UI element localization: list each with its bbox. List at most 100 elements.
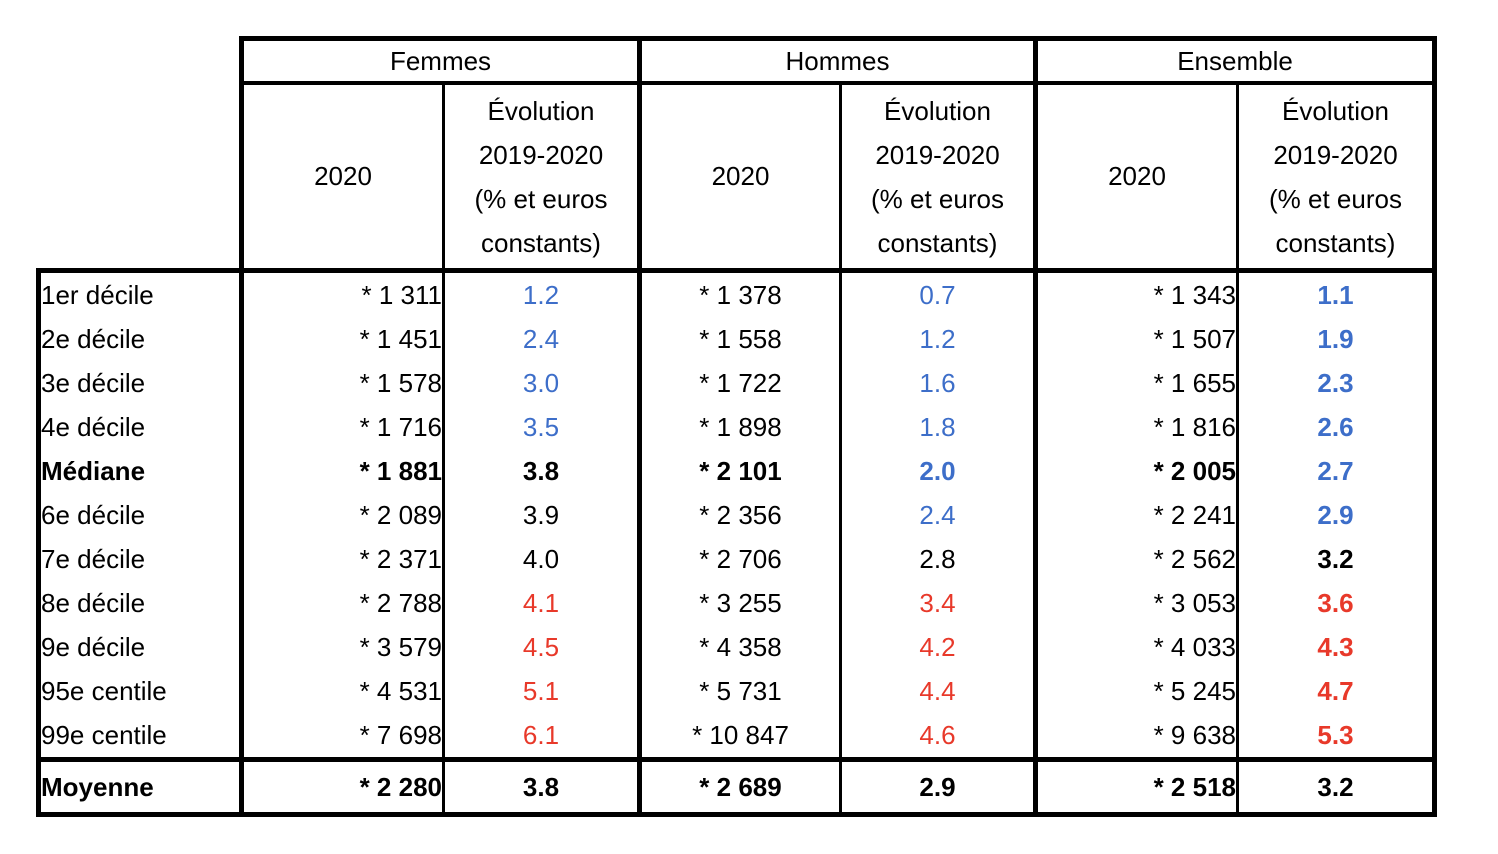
ensemble-2020-value: * 4 033 [1035, 625, 1239, 669]
page: Femmes Hommes Ensemble 2020 Évolution 20… [36, 36, 1437, 817]
ensemble-evolution-value: 4.7 [1237, 669, 1437, 713]
hommes-evolution-value: 1.8 [840, 405, 1038, 449]
femmes-2020-value: * 2 371 [241, 537, 445, 581]
row-label: 7e décile [36, 537, 244, 581]
row-label: 8e décile [36, 581, 244, 625]
ensemble-2020-value: * 2 562 [1035, 537, 1239, 581]
ensemble-2020-header: 2020 [1035, 83, 1239, 273]
femmes-2020-value: * 4 531 [241, 669, 445, 713]
hommes-2020-header: 2020 [639, 83, 842, 273]
group-header-hommes: Hommes [639, 36, 1038, 85]
hommes-2020-value: * 2 689 [639, 757, 842, 817]
table-row-8e-decile: 8e décile * 2 788 4.1 * 3 255 3.4 * 3 05… [36, 581, 1437, 625]
femmes-2020-value: * 1 311 [241, 270, 445, 317]
hommes-2020-value: * 5 731 [639, 669, 842, 713]
table-row-1er-decile: 1er décile * 1 311 1.2 * 1 378 0.7 * 1 3… [36, 268, 1437, 317]
ensemble-2020-value: * 2 518 [1035, 757, 1239, 817]
hommes-evolution-value: 2.8 [840, 537, 1038, 581]
hommes-2020-value: * 1 898 [639, 405, 842, 449]
ensemble-2020-value: * 1 816 [1035, 405, 1239, 449]
ensemble-evolution-value: 1.9 [1237, 317, 1437, 361]
ensemble-2020-value: * 3 053 [1035, 581, 1239, 625]
hommes-evolution-value: 2.0 [840, 449, 1038, 493]
table-row-95e-centile: 95e centile * 4 531 5.1 * 5 731 4.4 * 5 … [36, 669, 1437, 713]
row-label: 95e centile [36, 669, 244, 713]
ensemble-2020-value: * 1 655 [1035, 361, 1239, 405]
femmes-evolution-value: 3.8 [443, 757, 642, 817]
ensemble-2020-value: * 2 241 [1035, 493, 1239, 537]
femmes-2020-value: * 1 578 [241, 361, 445, 405]
table-row-99e-centile: 99e centile * 7 698 6.1 * 10 847 4.6 * 9… [36, 713, 1437, 760]
hommes-2020-value: * 4 358 [639, 625, 842, 669]
hommes-2020-value: * 2 101 [639, 449, 842, 493]
row-label: 2e décile [36, 317, 244, 361]
femmes-2020-value: * 1 881 [241, 449, 445, 493]
femmes-2020-value: * 2 089 [241, 493, 445, 537]
ensemble-2020-value: * 9 638 [1035, 713, 1239, 760]
column-header-row: 2020 Évolution 2019-2020 (% et euros con… [39, 83, 1437, 273]
femmes-evolution-value: 3.0 [443, 361, 642, 405]
femmes-evolution-value: 3.9 [443, 493, 642, 537]
hommes-evolution-value: 2.4 [840, 493, 1038, 537]
hommes-evolution-value: 3.4 [840, 581, 1038, 625]
femmes-2020-header: 2020 [239, 83, 445, 273]
ensemble-2020-value: * 1 343 [1035, 270, 1239, 317]
femmes-2020-value: * 2 280 [241, 757, 445, 817]
table-row-4e-decile: 4e décile * 1 716 3.5 * 1 898 1.8 * 1 81… [36, 405, 1437, 449]
row-label: Moyenne [36, 757, 244, 817]
corner-blank-cell [38, 38, 242, 271]
femmes-2020-value: * 2 788 [241, 581, 445, 625]
hommes-evolution-value: 1.6 [840, 361, 1038, 405]
table-row-9e-decile: 9e décile * 3 579 4.5 * 4 358 4.2 * 4 03… [36, 625, 1437, 669]
ensemble-2020-value: * 5 245 [1035, 669, 1239, 713]
row-label: 3e décile [36, 361, 244, 405]
hommes-2020-value: * 1 378 [639, 270, 842, 317]
hommes-evolution-value: 4.2 [840, 625, 1038, 669]
femmes-evolution-value: 3.8 [443, 449, 642, 493]
hommes-evolution-header: Évolution 2019-2020 (% et euros constant… [840, 83, 1038, 273]
table-row-3e-decile: 3e décile * 1 578 3.0 * 1 722 1.6 * 1 65… [36, 361, 1437, 405]
ensemble-evolution-value: 1.1 [1237, 270, 1437, 317]
row-label: 1er décile [36, 268, 244, 317]
ensemble-evolution-value: 3.2 [1237, 537, 1437, 581]
hommes-2020-value: * 1 558 [639, 317, 842, 361]
hommes-2020-value: * 10 847 [639, 713, 842, 760]
femmes-evolution-value: 3.5 [443, 405, 642, 449]
table-row-mediane: Médiane * 1 881 3.8 * 2 101 2.0 * 2 005 … [36, 449, 1437, 493]
table-row-6e-decile: 6e décile * 2 089 3.9 * 2 356 2.4 * 2 24… [36, 493, 1437, 537]
hommes-evolution-value: 2.9 [840, 757, 1038, 817]
group-header-ensemble: Ensemble [1035, 36, 1437, 85]
femmes-evolution-value: 4.5 [443, 625, 642, 669]
hommes-2020-value: * 2 706 [639, 537, 842, 581]
ensemble-2020-value: * 2 005 [1035, 449, 1239, 493]
table-row-moyenne: Moyenne * 2 280 3.8 * 2 689 2.9 * 2 518 … [36, 757, 1437, 817]
hommes-2020-value: * 1 722 [639, 361, 842, 405]
femmes-evolution-value: 6.1 [443, 713, 642, 760]
ensemble-evolution-value: 5.3 [1237, 713, 1437, 760]
femmes-2020-value: * 1 716 [241, 405, 445, 449]
ensemble-evolution-header: Évolution 2019-2020 (% et euros constant… [1237, 83, 1437, 273]
ensemble-evolution-value: 4.3 [1237, 625, 1437, 669]
femmes-evolution-value: 1.2 [443, 270, 642, 317]
hommes-evolution-value: 4.4 [840, 669, 1038, 713]
ensemble-evolution-value: 2.6 [1237, 405, 1437, 449]
row-label: Médiane [36, 449, 244, 493]
ensemble-2020-value: * 1 507 [1035, 317, 1239, 361]
femmes-2020-value: * 7 698 [241, 713, 445, 760]
table-row-2e-decile: 2e décile * 1 451 2.4 * 1 558 1.2 * 1 50… [36, 317, 1437, 361]
ensemble-evolution-value: 3.6 [1237, 581, 1437, 625]
group-header-femmes: Femmes [239, 36, 642, 85]
femmes-evolution-value: 4.1 [443, 581, 642, 625]
row-label: 4e décile [36, 405, 244, 449]
hommes-evolution-value: 1.2 [840, 317, 1038, 361]
row-label: 6e décile [36, 493, 244, 537]
row-label: 99e centile [36, 713, 244, 760]
table-row-7e-decile: 7e décile * 2 371 4.0 * 2 706 2.8 * 2 56… [36, 537, 1437, 581]
ensemble-evolution-value: 2.3 [1237, 361, 1437, 405]
salary-deciles-table: Femmes Hommes Ensemble 2020 Évolution 20… [36, 36, 1437, 817]
group-header-row: Femmes Hommes Ensemble [38, 36, 1437, 271]
femmes-2020-value: * 1 451 [241, 317, 445, 361]
ensemble-evolution-value: 3.2 [1237, 757, 1437, 817]
femmes-evolution-header: Évolution 2019-2020 (% et euros constant… [443, 83, 642, 273]
hommes-2020-value: * 3 255 [639, 581, 842, 625]
